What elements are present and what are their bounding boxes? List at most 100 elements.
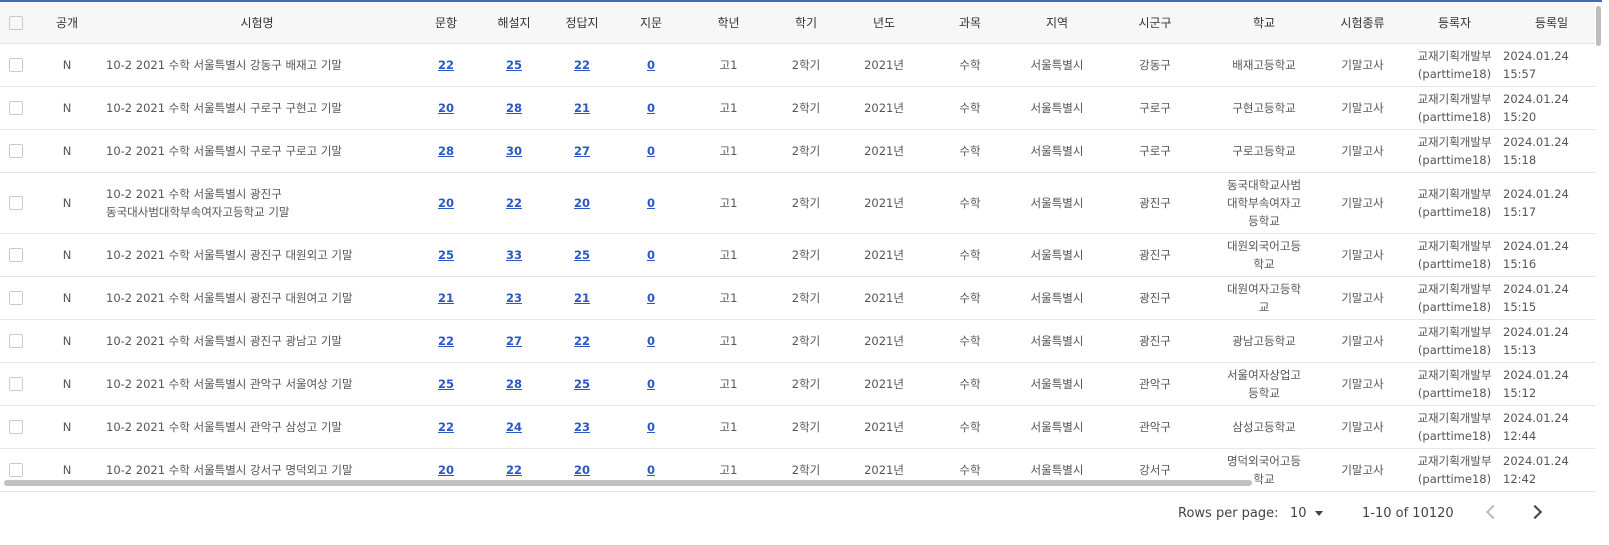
table-row[interactable]: N 10-2 2021 수학 서울특별시 광진구 동국대사범대학부속여자고등학교 … [0,172,1600,234]
cell-exam-name[interactable]: 10-2 2021 수학 서울특별시 관악구 서울여상 기말 [102,362,412,406]
table-row[interactable]: N 10-2 2021 수학 서울특별시 광진구 대원여고 기말 21 23 21 0 고1… [0,276,1600,320]
row-checkbox[interactable] [9,420,23,434]
header-select-all[interactable] [0,2,32,44]
explanations-link[interactable]: 33 [505,247,522,262]
row-select-checkbox[interactable] [0,86,32,130]
header-registered-date[interactable]: 등록일 [1503,2,1600,44]
header-questions[interactable]: 문항 [412,2,480,44]
row-select-checkbox[interactable] [0,276,32,320]
row-checkbox[interactable] [9,248,23,262]
answers-link[interactable]: 22 [573,333,590,348]
row-select-checkbox[interactable] [0,233,32,277]
row-checkbox[interactable] [9,58,23,72]
row-checkbox[interactable] [9,144,23,158]
cell-exam-name[interactable]: 10-2 2021 수학 서울특별시 광진구 동국대사범대학부속여자고등학교 기… [102,172,412,234]
header-district[interactable]: 시군구 [1101,2,1209,44]
table-row[interactable]: N 10-2 2021 수학 서울특별시 광진구 대원외고 기말 25 33 25 0 고1… [0,233,1600,277]
answers-link[interactable]: 25 [573,247,590,262]
cell-exam-name[interactable]: 10-2 2021 수학 서울특별시 구로구 구로고 기말 [102,129,412,173]
passages-link[interactable]: 0 [646,143,655,158]
passages-link[interactable]: 0 [646,462,655,477]
row-select-checkbox[interactable] [0,319,32,363]
answers-link[interactable]: 21 [573,100,590,115]
answers-link[interactable]: 27 [573,143,590,158]
passages-link[interactable]: 0 [646,333,655,348]
header-public[interactable]: 공개 [32,2,102,44]
header-explanations[interactable]: 해설지 [480,2,548,44]
explanations-link[interactable]: 22 [505,195,522,210]
vertical-scrollbar-thumb[interactable] [1596,6,1601,46]
select-all-checkbox[interactable] [9,15,23,30]
horizontal-scrollbar[interactable] [4,480,1252,486]
explanations-link[interactable]: 23 [505,290,522,305]
row-select-checkbox[interactable] [0,43,32,87]
passages-link[interactable]: 0 [646,290,655,305]
questions-link[interactable]: 20 [437,195,454,210]
header-passages[interactable]: 지문 [616,2,686,44]
rows-per-page-select[interactable]: 10 [1290,506,1323,521]
header-region[interactable]: 지역 [1013,2,1101,44]
row-checkbox[interactable] [9,463,23,477]
answers-link[interactable]: 20 [573,462,590,477]
header-semester[interactable]: 학기 [771,2,841,44]
explanations-link[interactable]: 25 [505,57,522,72]
cell-exam-name[interactable]: 10-2 2021 수학 서울특별시 관악구 삼성고 기말 [102,405,412,449]
explanations-link[interactable]: 28 [505,376,522,391]
row-select-checkbox[interactable] [0,362,32,406]
passages-link[interactable]: 0 [646,376,655,391]
header-school[interactable]: 학교 [1209,2,1319,44]
previous-page-button[interactable] [1482,501,1501,523]
table-row[interactable]: N 10-2 2021 수학 서울특별시 구로구 구로고 기말 28 30 27 0 고1 2… [0,129,1600,173]
row-checkbox[interactable] [9,196,23,210]
row-select-checkbox[interactable] [0,129,32,173]
questions-link[interactable]: 25 [437,247,454,262]
header-answers[interactable]: 정답지 [548,2,616,44]
row-checkbox[interactable] [9,291,23,305]
explanations-link[interactable]: 22 [505,462,522,477]
questions-link[interactable]: 20 [437,462,454,477]
header-exam-type[interactable]: 시험종류 [1319,2,1406,44]
next-page-button[interactable] [1527,501,1546,523]
vertical-scrollbar[interactable] [1595,2,1602,494]
table-row[interactable]: N 10-2 2021 수학 서울특별시 광진구 광남고 기말 22 27 22 0 고1 2… [0,319,1600,363]
row-checkbox[interactable] [9,101,23,115]
answers-link[interactable]: 22 [573,57,590,72]
cell-exam-name[interactable]: 10-2 2021 수학 서울특별시 광진구 대원여고 기말 [102,276,412,320]
passages-link[interactable]: 0 [646,57,655,72]
cell-exam-name[interactable]: 10-2 2021 수학 서울특별시 광진구 대원외고 기말 [102,233,412,277]
cell-exam-name[interactable]: 10-2 2021 수학 서울특별시 강동구 배재고 기말 [102,43,412,87]
questions-link[interactable]: 22 [437,57,454,72]
questions-link[interactable]: 22 [437,333,454,348]
cell-exam-name[interactable]: 10-2 2021 수학 서울특별시 구로구 구현고 기말 [102,86,412,130]
header-subject[interactable]: 과목 [927,2,1013,44]
cell-exam-name[interactable]: 10-2 2021 수학 서울특별시 광진구 광남고 기말 [102,319,412,363]
row-select-checkbox[interactable] [0,405,32,449]
answers-link[interactable]: 21 [573,290,590,305]
explanations-link[interactable]: 30 [505,143,522,158]
header-grade[interactable]: 학년 [686,2,771,44]
passages-link[interactable]: 0 [646,195,655,210]
table-row[interactable]: N 10-2 2021 수학 서울특별시 관악구 삼성고 기말 22 24 23 0 고1 2… [0,405,1600,449]
passages-link[interactable]: 0 [646,247,655,262]
answers-link[interactable]: 25 [573,376,590,391]
explanations-link[interactable]: 28 [505,100,522,115]
questions-link[interactable]: 22 [437,419,454,434]
answers-link[interactable]: 23 [573,419,590,434]
explanations-link[interactable]: 27 [505,333,522,348]
header-exam-name[interactable]: 시험명 [102,2,412,44]
questions-link[interactable]: 25 [437,376,454,391]
row-checkbox[interactable] [9,334,23,348]
row-checkbox[interactable] [9,377,23,391]
questions-link[interactable]: 20 [437,100,454,115]
row-select-checkbox[interactable] [0,172,32,234]
questions-link[interactable]: 28 [437,143,454,158]
explanations-link[interactable]: 24 [505,419,522,434]
answers-link[interactable]: 20 [573,195,590,210]
header-registrant[interactable]: 등록자 [1406,2,1503,44]
passages-link[interactable]: 0 [646,100,655,115]
questions-link[interactable]: 21 [437,290,454,305]
table-row[interactable]: N 10-2 2021 수학 서울특별시 관악구 서울여상 기말 25 28 25 0 고1… [0,362,1600,406]
table-row[interactable]: N 10-2 2021 수학 서울특별시 구로구 구현고 기말 20 28 21 0 고1 2… [0,86,1600,130]
passages-link[interactable]: 0 [646,419,655,434]
header-year[interactable]: 년도 [841,2,927,44]
